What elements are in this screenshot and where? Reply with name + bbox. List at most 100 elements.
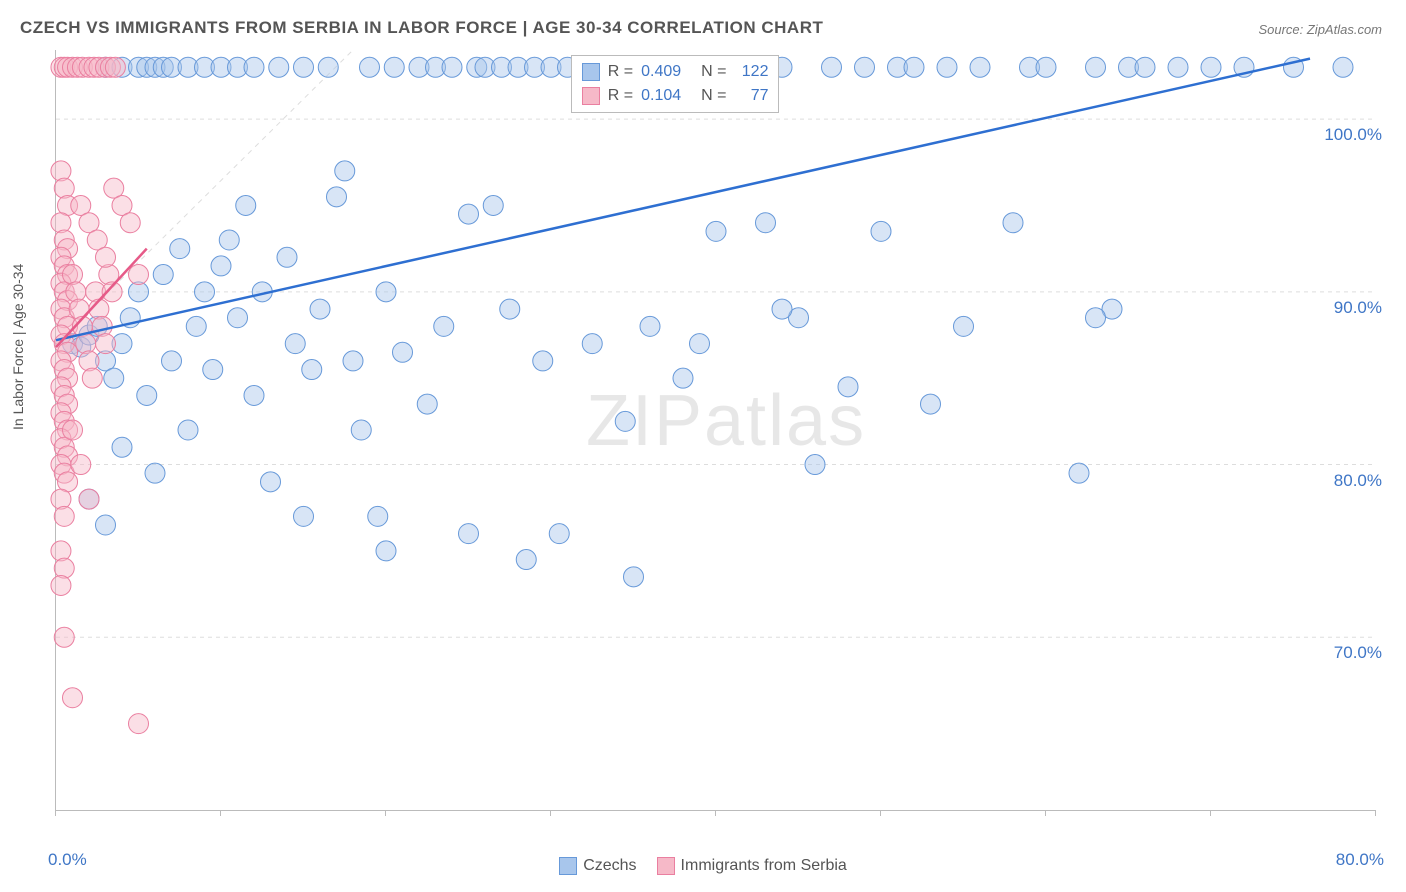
data-point bbox=[96, 515, 116, 535]
data-point bbox=[186, 316, 206, 336]
data-point bbox=[219, 230, 239, 250]
data-point bbox=[376, 282, 396, 302]
data-point bbox=[1168, 57, 1188, 77]
data-point bbox=[343, 351, 363, 371]
data-point bbox=[162, 351, 182, 371]
data-point bbox=[855, 57, 875, 77]
data-point bbox=[71, 455, 91, 475]
data-point bbox=[1086, 57, 1106, 77]
data-point bbox=[51, 213, 71, 233]
data-point bbox=[66, 282, 86, 302]
data-point bbox=[1036, 57, 1056, 77]
data-point bbox=[1135, 57, 1155, 77]
legend-r-value: 0.104 bbox=[641, 87, 693, 105]
data-point bbox=[393, 342, 413, 362]
data-point bbox=[1086, 308, 1106, 328]
data-point bbox=[302, 360, 322, 380]
data-point bbox=[442, 57, 462, 77]
data-point bbox=[756, 213, 776, 233]
data-point bbox=[277, 247, 297, 267]
data-point bbox=[483, 195, 503, 215]
data-point bbox=[690, 334, 710, 354]
x-tick bbox=[880, 810, 881, 816]
data-point bbox=[459, 204, 479, 224]
x-tick bbox=[715, 810, 716, 816]
data-point bbox=[54, 506, 74, 526]
data-point bbox=[310, 299, 330, 319]
data-point bbox=[96, 247, 116, 267]
data-point bbox=[54, 558, 74, 578]
data-point bbox=[211, 256, 231, 276]
y-axis-label: In Labor Force | Age 30-34 bbox=[10, 264, 26, 430]
legend-n-value: 122 bbox=[734, 63, 768, 81]
data-point bbox=[582, 334, 602, 354]
data-point bbox=[51, 489, 71, 509]
x-tick bbox=[385, 810, 386, 816]
data-point bbox=[384, 57, 404, 77]
legend-swatch bbox=[582, 63, 600, 81]
data-point bbox=[376, 541, 396, 561]
x-tick bbox=[1375, 810, 1376, 816]
data-point bbox=[1003, 213, 1023, 233]
x-tick bbox=[1210, 810, 1211, 816]
data-point bbox=[104, 368, 124, 388]
data-point bbox=[921, 394, 941, 414]
data-point bbox=[772, 299, 792, 319]
data-point bbox=[285, 334, 305, 354]
legend-label: Immigrants from Serbia bbox=[681, 857, 847, 875]
legend-n-value: 77 bbox=[734, 87, 768, 105]
data-point bbox=[153, 265, 173, 285]
y-tick-label: 80.0% bbox=[1334, 471, 1382, 491]
data-point bbox=[63, 265, 83, 285]
data-point bbox=[82, 368, 102, 388]
legend-correlation: R =0.409N =122R =0.104N =77 bbox=[571, 55, 780, 113]
data-point bbox=[500, 299, 520, 319]
scatter-svg bbox=[56, 50, 1376, 810]
data-point bbox=[244, 57, 264, 77]
data-point bbox=[129, 714, 149, 734]
data-point bbox=[549, 524, 569, 544]
data-point bbox=[92, 316, 112, 336]
plot-area: ZIPatlas R =0.409N =122R =0.104N =77 bbox=[55, 50, 1376, 811]
data-point bbox=[170, 239, 190, 259]
legend-r-label: R = bbox=[608, 63, 633, 81]
legend-r-label: R = bbox=[608, 87, 633, 105]
data-point bbox=[63, 420, 83, 440]
data-point bbox=[1201, 57, 1221, 77]
legend-n-label: N = bbox=[701, 63, 726, 81]
legend-n-label: N = bbox=[701, 87, 726, 105]
data-point bbox=[970, 57, 990, 77]
chart-title: CZECH VS IMMIGRANTS FROM SERBIA IN LABOR… bbox=[20, 18, 823, 38]
data-point bbox=[294, 57, 314, 77]
data-point bbox=[120, 213, 140, 233]
data-point bbox=[129, 265, 149, 285]
data-point bbox=[244, 385, 264, 405]
x-tick bbox=[55, 810, 56, 816]
data-point bbox=[54, 627, 74, 647]
data-point bbox=[1069, 463, 1089, 483]
data-point bbox=[673, 368, 693, 388]
data-point bbox=[624, 567, 644, 587]
legend-row: R = 0.104 N = 77 bbox=[582, 84, 769, 108]
data-point bbox=[54, 178, 74, 198]
data-point bbox=[294, 506, 314, 526]
data-point bbox=[51, 541, 71, 561]
y-tick-label: 70.0% bbox=[1334, 643, 1382, 663]
data-point bbox=[318, 57, 338, 77]
data-point bbox=[937, 57, 957, 77]
data-point bbox=[228, 308, 248, 328]
data-point bbox=[63, 688, 83, 708]
y-tick-label: 100.0% bbox=[1324, 125, 1382, 145]
legend-item: Czechs bbox=[559, 857, 636, 875]
legend-swatch bbox=[657, 857, 675, 875]
x-tick bbox=[1045, 810, 1046, 816]
data-point bbox=[871, 221, 891, 241]
data-point bbox=[236, 195, 256, 215]
data-point bbox=[112, 437, 132, 457]
data-point bbox=[954, 316, 974, 336]
legend-label: Czechs bbox=[583, 857, 636, 875]
data-point bbox=[51, 161, 71, 181]
data-point bbox=[203, 360, 223, 380]
data-point bbox=[79, 489, 99, 509]
data-point bbox=[516, 550, 536, 570]
